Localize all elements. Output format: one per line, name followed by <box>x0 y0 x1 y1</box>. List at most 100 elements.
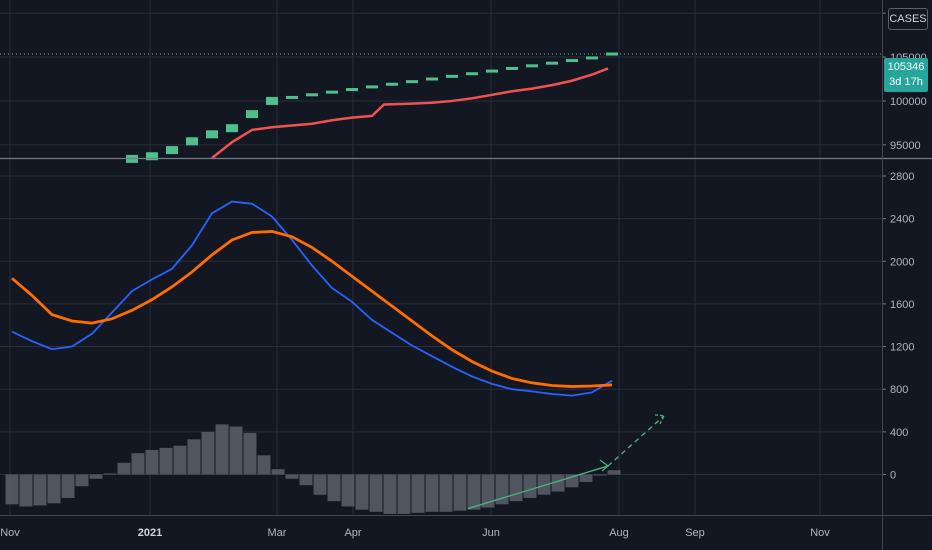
histogram-bar-38 <box>537 474 551 495</box>
symbol-label[interactable]: CASES <box>888 8 928 30</box>
histogram-bar-5 <box>75 474 89 487</box>
histogram-bar-21 <box>299 474 313 486</box>
signal-line <box>11 230 613 388</box>
histogram-bar-31 <box>439 474 453 512</box>
histogram-bar-42 <box>593 474 607 476</box>
histogram-bar-41 <box>579 474 593 482</box>
renko-box-8 <box>286 95 298 99</box>
histogram-bar-0 <box>5 474 19 505</box>
trend-arrow-mid <box>599 459 610 472</box>
renko-box-24 <box>606 52 618 56</box>
histogram-bar-2 <box>33 474 47 506</box>
price-tick-label-2: 100000 <box>890 96 927 108</box>
osc-tick-label-5: 800 <box>890 384 908 396</box>
renko-box-12 <box>366 85 378 89</box>
renko-box-7 <box>266 96 278 105</box>
trend-line-dashed <box>607 415 665 467</box>
price-tag: 105346 3d 17h <box>884 58 928 92</box>
renko-box-5 <box>226 124 238 133</box>
histogram-bar-43 <box>607 470 621 475</box>
histogram-bar-17 <box>243 432 257 475</box>
price-tag-value: 105346 <box>887 61 925 73</box>
histogram-bar-23 <box>327 474 341 502</box>
histogram-bar-37 <box>523 474 537 498</box>
histogram-bar-9 <box>131 453 145 475</box>
osc-tick-label-1: 2400 <box>890 214 914 226</box>
histogram-bar-26 <box>369 474 383 512</box>
trend-line-solid <box>467 465 609 510</box>
renko-box-6 <box>246 110 258 119</box>
renko-box-20 <box>526 64 538 68</box>
histogram-bar-16 <box>229 426 243 475</box>
histogram-bar-36 <box>509 474 523 502</box>
renko-box-4 <box>206 130 218 139</box>
histogram-bar-33 <box>467 474 481 510</box>
histogram-bar-29 <box>411 474 425 513</box>
histogram-bar-15 <box>215 424 229 475</box>
osc-tick-label-4: 1200 <box>890 342 914 354</box>
renko-box-2 <box>166 146 178 155</box>
renko-box-15 <box>426 77 438 81</box>
renko-box-3 <box>186 137 198 146</box>
histogram-bar-10 <box>145 449 159 475</box>
histogram-bar-24 <box>341 474 355 507</box>
histogram-bar-30 <box>425 474 439 512</box>
histogram-bar-3 <box>47 474 61 504</box>
histogram-bar-14 <box>201 431 215 475</box>
x-tick-label-5: Aug <box>609 527 629 539</box>
price-series <box>0 52 882 163</box>
histogram-bar-34 <box>481 474 495 508</box>
renko-box-1 <box>146 152 158 161</box>
histogram-bar-6 <box>89 474 103 479</box>
histogram-bar-32 <box>453 474 467 511</box>
histogram-bar-13 <box>187 439 201 475</box>
x-tick-label-6: Sep <box>685 527 705 539</box>
histogram-bar-22 <box>313 474 327 495</box>
renko-box-18 <box>486 69 498 73</box>
histogram-bar-7 <box>103 473 117 475</box>
renko-box-22 <box>566 59 578 63</box>
macd-line <box>11 200 613 397</box>
histogram-bar-20 <box>285 474 299 479</box>
grid-lines <box>0 0 882 515</box>
histogram-bar-25 <box>355 474 369 510</box>
osc-tick-label-2: 2000 <box>890 256 914 268</box>
histogram-bar-12 <box>173 445 187 475</box>
trend-arrow-head <box>654 414 665 425</box>
red-line <box>211 67 609 159</box>
histogram-bar-28 <box>397 474 411 514</box>
oscillator-lines <box>11 200 665 510</box>
x-tick-label-0: Nov <box>0 527 20 539</box>
x-tick-label-7: Nov <box>810 527 830 539</box>
x-tick-label-1: 2021 <box>138 527 162 539</box>
x-tick-label-3: Apr <box>344 527 361 539</box>
x-tick-label-4: Jun <box>482 527 500 539</box>
renko-box-11 <box>346 88 358 92</box>
renko-box-14 <box>406 80 418 84</box>
price-tag-countdown: 3d 17h <box>889 76 923 88</box>
renko-box-17 <box>466 72 478 76</box>
histogram-bar-8 <box>117 462 131 475</box>
histogram-bar-11 <box>159 447 173 475</box>
osc-tick-label-3: 1600 <box>890 299 914 311</box>
renko-box-10 <box>326 90 338 94</box>
histogram-bar-27 <box>383 474 397 514</box>
osc-tick-label-0: 2800 <box>890 171 914 183</box>
price-tick-label-3: 95000 <box>890 140 921 152</box>
renko-box-19 <box>506 66 518 70</box>
histogram-bar-18 <box>257 455 271 475</box>
renko-box-9 <box>306 93 318 97</box>
renko-box-21 <box>546 61 558 65</box>
renko-box-16 <box>446 74 458 78</box>
renko-box-13 <box>386 82 398 86</box>
histogram-bar-1 <box>19 474 33 507</box>
osc-tick-label-7: 0 <box>890 469 896 481</box>
renko-box-23 <box>586 56 598 60</box>
histogram-bar-19 <box>271 469 285 475</box>
histogram-bar-39 <box>551 474 565 492</box>
osc-tick-label-6: 400 <box>890 427 908 439</box>
x-tick-label-2: Mar <box>268 527 287 539</box>
histogram-bar-4 <box>61 474 75 498</box>
